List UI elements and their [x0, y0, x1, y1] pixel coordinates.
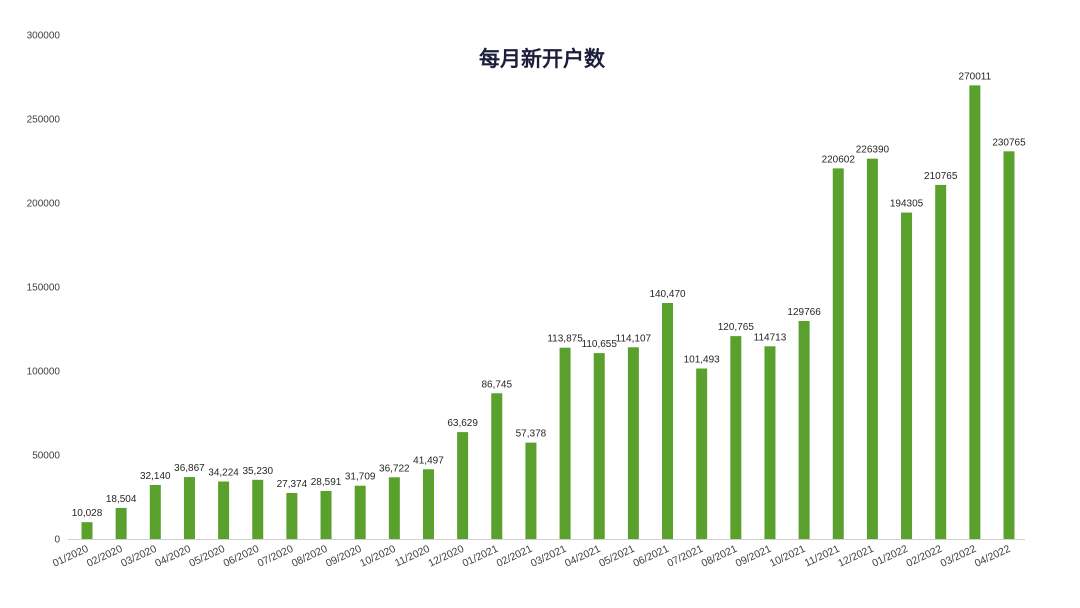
x-tick-label: 03/2020 — [119, 543, 159, 570]
x-tick-label: 05/2021 — [597, 543, 637, 570]
data-label: 230765 — [992, 137, 1026, 148]
bar — [183, 477, 195, 539]
x-tick-label: 02/2021 — [495, 543, 535, 570]
data-label: 194305 — [890, 199, 924, 210]
bar — [1003, 151, 1015, 539]
x-tick-label: 01/2021 — [461, 543, 501, 570]
x-tick-label: 09/2020 — [324, 543, 364, 570]
data-label: 86,745 — [481, 379, 512, 390]
bar — [969, 85, 981, 539]
bar — [696, 368, 708, 539]
data-label: 36,867 — [174, 463, 205, 474]
bar — [115, 507, 127, 539]
data-label: 210765 — [924, 171, 958, 182]
bar — [286, 493, 298, 539]
x-tick-label: 12/2021 — [836, 543, 876, 570]
data-label: 114713 — [754, 332, 787, 343]
bar — [866, 158, 878, 539]
data-label: 120,765 — [718, 322, 755, 333]
bar — [218, 481, 230, 539]
bar — [457, 432, 469, 539]
x-tick-label: 04/2020 — [153, 543, 193, 570]
x-tick-label: 04/2022 — [973, 543, 1013, 570]
x-axis-ticks: 01/202002/202003/202004/202005/202006/20… — [51, 543, 1013, 570]
y-tick-label: 300000 — [27, 31, 61, 42]
data-label: 28,591 — [311, 477, 342, 488]
data-label: 32,140 — [140, 471, 171, 482]
data-label: 140,470 — [649, 289, 686, 300]
y-tick-label: 250000 — [27, 115, 61, 126]
y-tick-label: 0 — [54, 535, 60, 546]
bar — [832, 168, 844, 539]
data-label: 35,230 — [242, 466, 273, 477]
bar — [730, 336, 742, 539]
data-label: 101,493 — [684, 354, 721, 365]
bar — [662, 303, 674, 539]
x-tick-label: 05/2020 — [187, 543, 227, 570]
bars — [81, 85, 1015, 539]
x-tick-label: 06/2021 — [631, 543, 671, 570]
data-label: 226390 — [856, 145, 890, 156]
bar — [354, 485, 366, 539]
bar — [901, 212, 913, 539]
data-label: 220602 — [822, 154, 856, 165]
data-label: 63,629 — [447, 418, 478, 429]
x-tick-label: 10/2021 — [768, 543, 808, 570]
bar — [422, 469, 434, 539]
x-tick-label: 01/2020 — [51, 543, 91, 570]
x-tick-label: 04/2021 — [563, 543, 603, 570]
x-tick-label: 11/2020 — [393, 543, 432, 570]
x-tick-label: 07/2021 — [665, 543, 705, 570]
y-tick-label: 50000 — [32, 451, 60, 462]
x-tick-label: 02/2022 — [904, 543, 944, 570]
bar — [525, 442, 537, 539]
x-tick-label: 10/2020 — [358, 543, 398, 570]
data-label: 31,709 — [345, 472, 376, 483]
data-label: 270011 — [959, 71, 992, 82]
data-label: 110,655 — [582, 339, 618, 350]
y-tick-label: 200000 — [27, 199, 61, 210]
bar — [252, 479, 264, 539]
bar — [559, 347, 571, 539]
x-tick-label: 01/2022 — [870, 543, 910, 570]
x-tick-label: 12/2020 — [426, 543, 466, 570]
chart-title: 每月新开户数 — [479, 47, 606, 71]
bar — [388, 477, 400, 539]
data-label: 41,497 — [413, 455, 444, 466]
x-tick-label: 09/2021 — [734, 543, 774, 570]
data-label: 113,875 — [547, 334, 583, 345]
data-label: 34,224 — [208, 468, 239, 479]
y-axis-ticks: 0 50000 100000 150000 200000 250000 300000 — [27, 31, 61, 546]
x-tick-label: 08/2020 — [290, 543, 330, 570]
data-label: 18,504 — [106, 494, 137, 505]
bar — [320, 490, 332, 539]
x-tick-label: 07/2020 — [256, 543, 296, 570]
bar — [764, 346, 776, 539]
data-label: 57,378 — [516, 429, 547, 440]
x-tick-label: 03/2021 — [529, 543, 569, 570]
x-tick-label: 02/2020 — [85, 543, 125, 570]
x-tick-label: 11/2021 — [803, 543, 842, 570]
data-label: 36,722 — [379, 463, 410, 474]
data-label: 10,028 — [72, 508, 103, 519]
bar — [491, 393, 503, 539]
data-label: 129766 — [787, 307, 821, 318]
y-tick-label: 150000 — [27, 283, 61, 294]
bar — [593, 353, 605, 539]
data-label: 114,107 — [616, 333, 652, 344]
x-tick-label: 08/2021 — [700, 543, 740, 570]
data-label: 27,374 — [277, 479, 308, 490]
x-tick-label: 06/2020 — [222, 543, 262, 570]
bar — [627, 347, 639, 539]
x-tick-label: 03/2022 — [939, 543, 979, 570]
y-tick-label: 100000 — [27, 367, 61, 378]
bar — [81, 522, 93, 539]
bar — [798, 320, 810, 539]
bar — [935, 184, 947, 539]
bar — [149, 485, 161, 539]
